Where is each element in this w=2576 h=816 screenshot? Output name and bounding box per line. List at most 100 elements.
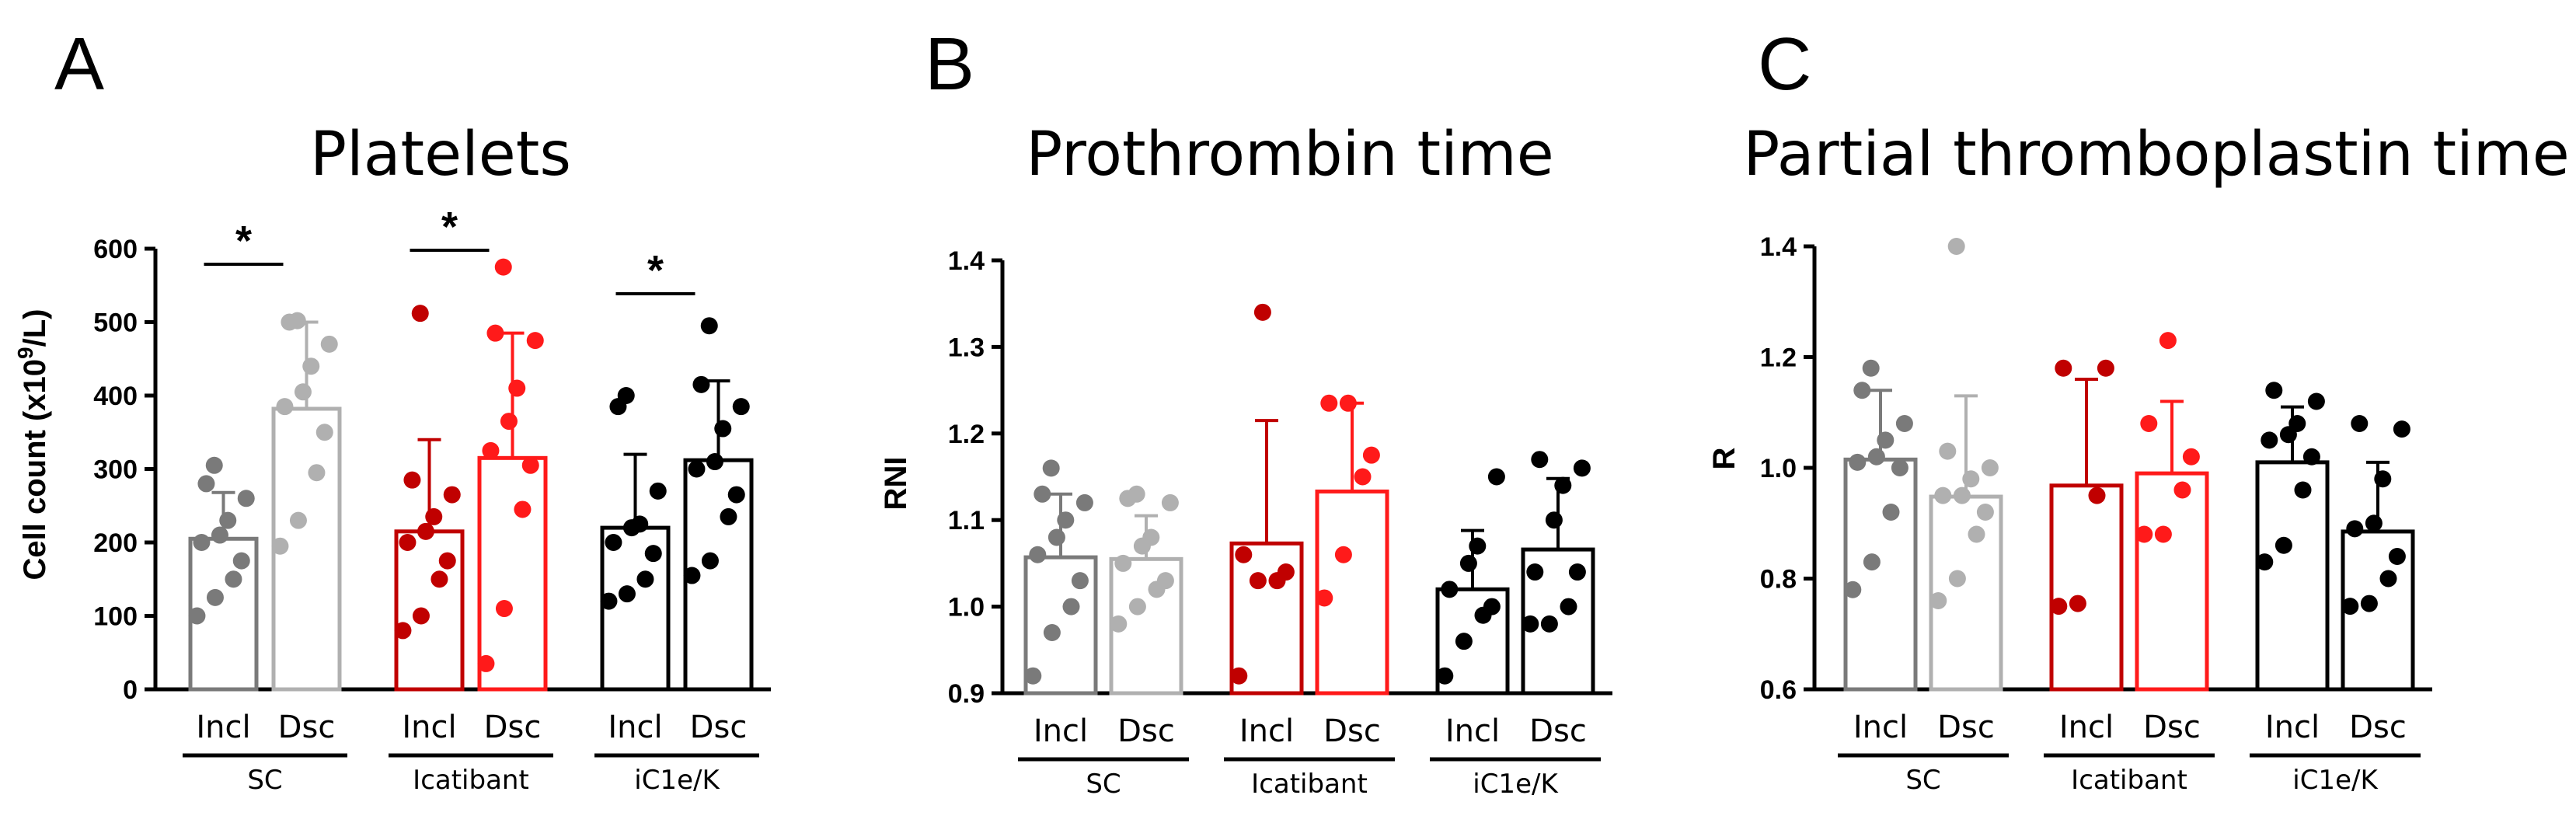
data-point: [1339, 394, 1357, 412]
data-point: [320, 335, 338, 353]
data-point: [1235, 546, 1253, 563]
data-point: [1047, 528, 1065, 546]
data-point: [2365, 514, 2383, 532]
data-point: [1862, 359, 1880, 377]
panel-letter-b: B: [925, 23, 974, 106]
data-point: [2302, 448, 2320, 466]
bar-icatibant-incl: [1229, 541, 1304, 696]
y-tick-label: 100: [93, 602, 138, 632]
data-point: [526, 332, 544, 350]
data-point: [1545, 511, 1563, 529]
data-point: [700, 317, 718, 335]
data-point: [271, 537, 289, 555]
x-tick-label: Incl: [1445, 713, 1500, 749]
data-point: [1487, 468, 1505, 486]
data-point: [412, 607, 430, 625]
data-point: [1891, 459, 1908, 476]
data-point: [1459, 554, 1477, 572]
y-tick-label: 1.2: [1760, 343, 1797, 373]
data-point: [1436, 667, 1454, 685]
data-point: [2351, 415, 2369, 432]
bar-icatibant-incl: [2049, 483, 2124, 692]
data-point: [288, 312, 306, 330]
data-point: [1844, 581, 1862, 598]
data-point: [2393, 420, 2410, 438]
panel-a-ylabel: Cell count (x109/L): [13, 309, 52, 581]
data-point: [1441, 581, 1459, 598]
data-point: [482, 441, 500, 459]
data-point: [1522, 615, 1539, 633]
data-point: [1568, 563, 1586, 581]
data-point: [1156, 572, 1174, 590]
data-point: [2379, 570, 2397, 588]
data-point: [732, 398, 750, 416]
data-point: [2088, 486, 2106, 504]
panel-b-title: Prothrombin time: [1026, 120, 1553, 190]
group-label: iC1e/K: [2292, 765, 2379, 796]
x-tick-label: Incl: [402, 710, 456, 745]
data-point: [514, 500, 532, 518]
y-tick-label: 1.0: [948, 593, 985, 622]
data-point: [2159, 332, 2177, 350]
data-point: [1947, 238, 1965, 255]
bar-icatibant-dsc: [2135, 471, 2209, 692]
data-point: [2050, 598, 2068, 615]
data-point: [2288, 415, 2306, 432]
data-point: [1939, 442, 1957, 460]
y-tick-label: 400: [93, 382, 138, 411]
data-point: [494, 258, 512, 276]
x-tick-label: Incl: [2265, 710, 2320, 745]
data-point: [600, 592, 618, 610]
data-point: [1934, 486, 1952, 504]
data-point: [1128, 485, 1145, 503]
data-point: [1469, 537, 1487, 555]
y-tick-label: 0.6: [1760, 675, 1797, 705]
data-point: [720, 507, 737, 525]
y-tick-label: 1.4: [1760, 232, 1797, 262]
data-point: [289, 511, 307, 529]
data-point: [617, 387, 635, 404]
data-point: [315, 424, 333, 441]
data-point: [701, 552, 719, 570]
data-point: [477, 654, 495, 672]
group-label: iC1e/K: [634, 765, 720, 796]
data-point: [2274, 536, 2292, 554]
panel-b-ylabel: RNI: [879, 457, 913, 511]
data-point: [2173, 481, 2191, 499]
group-label: SC: [1086, 769, 1121, 800]
data-point: [294, 383, 312, 401]
data-point: [193, 534, 211, 551]
data-point: [1968, 525, 1985, 543]
y-tick-label: 0.9: [948, 679, 985, 709]
panel-c: C Partial thromboplastin time R 0.6 0.8 1.…: [1707, 23, 2570, 796]
data-point: [2256, 553, 2274, 571]
data-point: [197, 475, 215, 493]
panel-a-title: Platelets: [310, 120, 571, 190]
data-point: [1029, 546, 1047, 563]
group-label: Icatibant: [413, 765, 529, 796]
data-point: [2307, 392, 2325, 410]
y-tick-label: 500: [93, 309, 138, 338]
data-point: [1230, 667, 1248, 685]
data-point: [2154, 525, 2172, 543]
x-tick-label: Dsc: [1529, 713, 1587, 749]
data-point: [1110, 615, 1128, 633]
data-point: [403, 471, 421, 489]
data-point: [1863, 553, 1881, 571]
data-point: [394, 622, 412, 640]
data-point: [1962, 470, 1980, 488]
data-point: [2341, 598, 2359, 615]
x-tick-label: Dsc: [1937, 710, 1995, 745]
data-point: [237, 490, 255, 507]
data-point: [1043, 624, 1061, 642]
data-point: [211, 526, 228, 544]
data-point: [1057, 511, 1075, 529]
data-point: [1953, 486, 1971, 504]
bar-sc-incl: [1023, 555, 1098, 696]
data-point: [1981, 459, 1999, 476]
data-point: [1540, 615, 1558, 633]
y-tick-label: 600: [93, 235, 138, 264]
group-label: Icatibant: [1251, 769, 1368, 800]
x-tick-label: Incl: [1239, 713, 1294, 749]
data-point: [495, 600, 513, 618]
